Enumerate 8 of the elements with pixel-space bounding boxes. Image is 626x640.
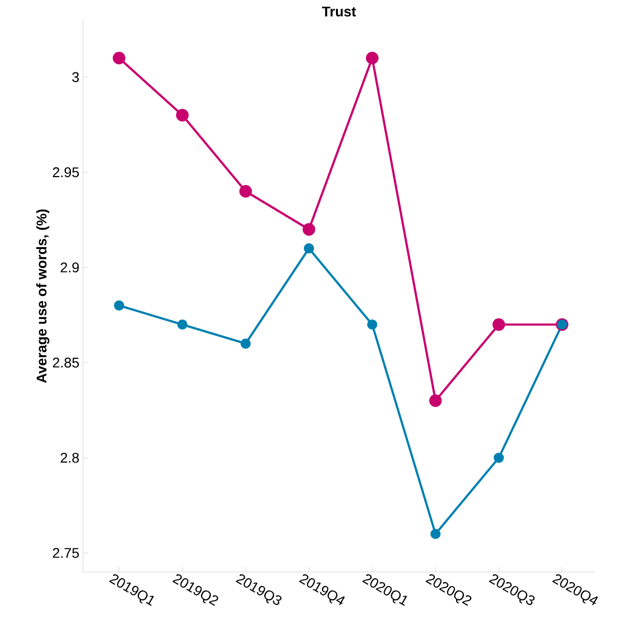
y-tick-label: 3 — [72, 72, 79, 82]
y-tick-label: 2.75 — [52, 548, 79, 558]
chart-title: Trust — [322, 6, 356, 16]
y-tick-label: 2.95 — [52, 167, 79, 178]
y-tick-label: 2.9 — [60, 262, 79, 272]
y-tick-label: 2.8 — [60, 452, 79, 463]
y-tick-label: 2.85 — [52, 358, 79, 368]
y-axis-title: Average use of words, (%) — [36, 209, 50, 383]
